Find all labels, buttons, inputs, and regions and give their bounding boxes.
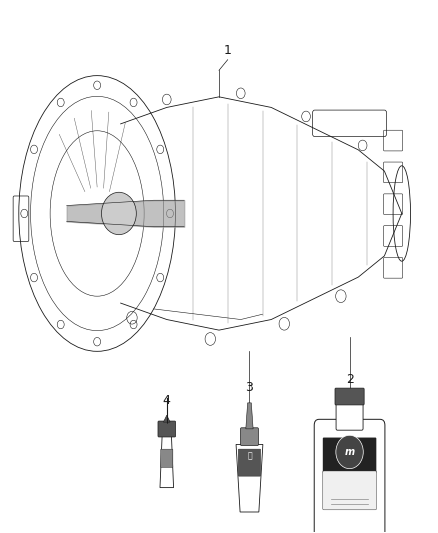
- FancyBboxPatch shape: [161, 449, 173, 467]
- Text: 4: 4: [163, 394, 171, 407]
- Text: m: m: [345, 447, 355, 457]
- FancyBboxPatch shape: [323, 471, 376, 510]
- Text: 1: 1: [224, 44, 232, 57]
- Polygon shape: [236, 445, 263, 512]
- Circle shape: [336, 435, 363, 469]
- Text: 2: 2: [346, 373, 353, 386]
- FancyBboxPatch shape: [335, 388, 364, 405]
- Polygon shape: [160, 432, 173, 488]
- FancyBboxPatch shape: [240, 428, 258, 446]
- Circle shape: [102, 192, 136, 235]
- FancyBboxPatch shape: [158, 421, 176, 437]
- FancyBboxPatch shape: [323, 438, 376, 473]
- Text: Ⓜ: Ⓜ: [247, 452, 252, 461]
- FancyBboxPatch shape: [314, 419, 385, 533]
- Text: 3: 3: [246, 381, 254, 394]
- FancyBboxPatch shape: [336, 400, 363, 430]
- Polygon shape: [163, 415, 170, 422]
- Polygon shape: [246, 403, 253, 429]
- FancyBboxPatch shape: [238, 449, 261, 476]
